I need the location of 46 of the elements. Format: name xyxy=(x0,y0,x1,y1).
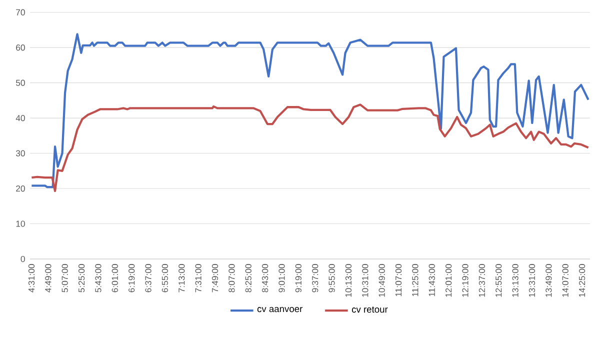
x-tick-label: 4:31:00 xyxy=(28,264,35,292)
x-tick-label: 13:31:00 xyxy=(528,264,536,297)
y-tick-label: 40 xyxy=(16,114,25,122)
x-tick-label: 11:25:00 xyxy=(412,264,418,296)
x-tick-label: 7:31:00 xyxy=(195,264,202,292)
x-tick-label: 5:07:00 xyxy=(62,264,68,292)
x-tick-label: 12:37:00 xyxy=(478,264,485,297)
y-tick-label: 50 xyxy=(16,80,25,86)
x-tick-label: 6:37:00 xyxy=(145,264,152,292)
legend-label: cv aanvoer xyxy=(257,307,302,312)
legend-label: cv retour xyxy=(352,306,388,313)
x-tick-label: 12:01:00 xyxy=(446,264,452,297)
x-tick-label: 14:07:00 xyxy=(562,264,568,297)
x-tick-label: 13:49:00 xyxy=(546,264,552,297)
y-tick-label: 10 xyxy=(16,220,25,227)
line-series xyxy=(30,104,590,192)
y-tick-label: 0 xyxy=(20,256,25,262)
x-tick-label: 10:49:00 xyxy=(378,264,385,297)
x-tick-label: 6:19:00 xyxy=(128,264,135,292)
x-tick-label: 9:37:00 xyxy=(312,264,318,292)
x-tick-label: 9:55:00 xyxy=(328,264,335,292)
x-tick-label: 10:13:00 xyxy=(345,264,352,297)
x-tick-label: 9:19:00 xyxy=(295,264,302,292)
line-series xyxy=(30,33,590,188)
x-tick-label: 5:43:00 xyxy=(95,264,102,292)
x-tick-label: 11:07:00 xyxy=(395,264,402,296)
x-tick-label: 12:55:00 xyxy=(496,264,502,297)
x-tick-label: 12:19:00 xyxy=(462,264,468,297)
x-tick-label: 13:13:00 xyxy=(512,264,518,297)
x-tick-label: 10:31:00 xyxy=(362,264,368,297)
y-tick-label: 70 xyxy=(16,9,25,16)
y-tick-label: 60 xyxy=(16,44,25,51)
x-tick-label: 6:55:00 xyxy=(162,264,168,292)
y-tick-label: 20 xyxy=(16,185,25,192)
x-tick-label: 5:25:00 xyxy=(78,264,85,292)
x-tick-label: 8:07:00 xyxy=(228,264,235,292)
x-tick-label: 7:49:00 xyxy=(212,264,218,292)
x-tick-label: 14:25:00 xyxy=(578,264,586,297)
x-tick-label: 9:01:00 xyxy=(278,264,285,292)
y-tick-label: 30 xyxy=(16,150,25,156)
x-tick-label: 6:01:00 xyxy=(112,264,118,292)
x-tick-label: 8:25:00 xyxy=(245,264,252,292)
x-tick-label: 11:43:00 xyxy=(428,264,435,296)
x-tick-label: 8:43:00 xyxy=(262,264,268,292)
x-tick-label: 4:49:00 xyxy=(45,264,52,292)
x-tick-label: 7:13:00 xyxy=(178,264,185,292)
